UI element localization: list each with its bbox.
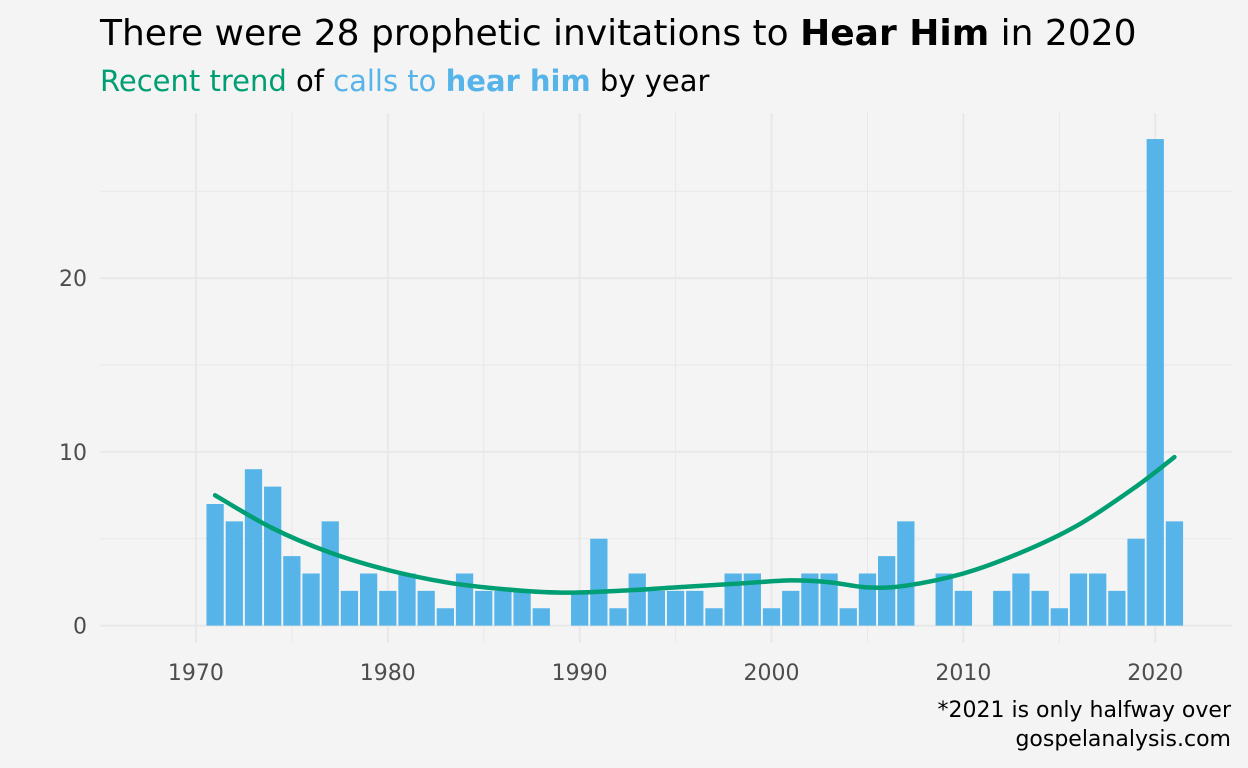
bar-1986 [494, 590, 512, 626]
caption-note: *2021 is only halfway over [937, 698, 1231, 723]
bar-2003 [820, 573, 838, 626]
x-tick-label: 1980 [360, 661, 416, 686]
bar-2004 [839, 608, 857, 626]
bar-2017 [1089, 573, 1107, 626]
y-tick-label: 10 [59, 441, 87, 466]
bar-2005 [858, 573, 877, 626]
chart-title-suffix: in 2020 [989, 13, 1137, 54]
bar-1971 [206, 503, 224, 626]
axes: 1970 1980 1990 2000 2010 2020 0 10 20 [59, 267, 1183, 686]
bar-1995 [666, 590, 685, 626]
bar-1981 [398, 573, 416, 626]
bars [206, 139, 1184, 626]
bar-1985 [475, 590, 493, 626]
bar-1977 [321, 521, 339, 626]
subtitle-calls-label: calls to [333, 64, 446, 98]
bar-1976 [302, 573, 320, 626]
x-tick-label: 1990 [552, 661, 608, 686]
bar-1979 [359, 573, 378, 626]
bar-1992 [609, 608, 627, 626]
bar-2015 [1050, 608, 1068, 626]
y-tick-label: 20 [59, 267, 87, 292]
bar-1993 [628, 573, 646, 626]
bar-2010 [954, 590, 973, 626]
bar-2006 [878, 556, 896, 626]
bar-2000 [762, 608, 781, 626]
bar-2021 [1165, 521, 1184, 626]
chart-subtitle: Recent trend of calls to hear him by yea… [100, 62, 709, 100]
bar-2019 [1127, 538, 1145, 626]
trend-line [212, 454, 1177, 595]
bar-1980 [379, 590, 397, 626]
x-tick-label: 2010 [935, 661, 991, 686]
bar-2001 [782, 590, 800, 626]
bar-2007 [897, 521, 915, 626]
x-tick-label: 1970 [168, 661, 224, 686]
bar-1988 [532, 608, 550, 626]
bar-1990 [571, 590, 589, 626]
bar-1982 [417, 590, 435, 626]
bar-1991 [590, 538, 608, 626]
bar-1974 [264, 486, 282, 626]
bar-1987 [513, 590, 531, 626]
bar-2002 [801, 573, 819, 626]
chart-title-emphasis: Hear Him [800, 13, 990, 54]
bar-2013 [1012, 573, 1030, 626]
chart-title: There were 28 prophetic invitations to H… [100, 12, 1137, 56]
subtitle-hear-him: hear him [445, 64, 591, 98]
bar-1994 [647, 590, 666, 626]
subtitle-trend-label: Recent trend [100, 64, 287, 98]
bar-2009 [935, 573, 953, 626]
chart-caption: *2021 is only halfway over gospelanalysi… [937, 696, 1231, 754]
bar-1973 [244, 469, 263, 626]
x-tick-label: 2000 [744, 661, 800, 686]
caption-source: gospelanalysis.com [1015, 727, 1231, 752]
bar-2018 [1108, 590, 1126, 626]
bar-2012 [993, 590, 1011, 626]
bar-1972 [225, 521, 243, 626]
x-tick-label: 2020 [1127, 661, 1183, 686]
bar-1984 [455, 573, 474, 626]
bar-1978 [340, 590, 359, 626]
y-tick-label: 0 [73, 615, 87, 640]
bar-2014 [1031, 590, 1049, 626]
bar-1996 [686, 590, 704, 626]
trend [212, 454, 1177, 595]
bar-1998 [724, 573, 742, 626]
bar-2020 [1146, 139, 1164, 626]
bar-1999 [743, 573, 761, 626]
subtitle-by-year: by year [590, 64, 710, 98]
bar-2016 [1069, 573, 1088, 626]
bar-1975 [283, 556, 301, 626]
bar-1983 [436, 608, 454, 626]
subtitle-of: of [286, 64, 334, 98]
chart-title-prefix: There were 28 prophetic invitations to [100, 13, 801, 54]
bar-1997 [705, 608, 723, 626]
